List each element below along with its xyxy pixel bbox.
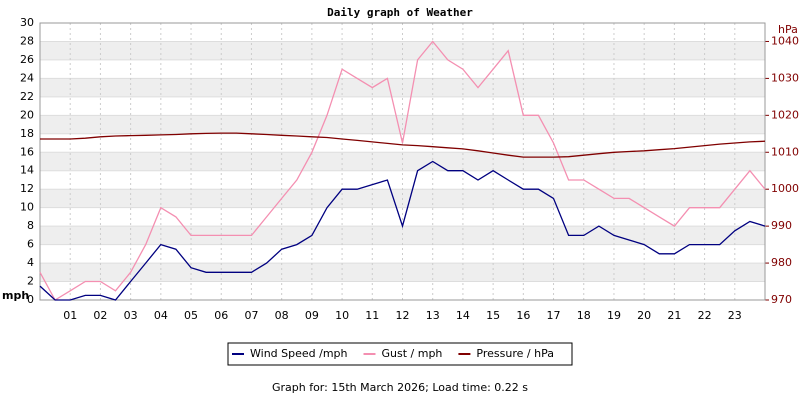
y-tick-label: 8: [27, 219, 34, 232]
y-tick-label: 0: [27, 293, 34, 306]
y-tick-label: 28: [20, 34, 34, 47]
y-axis-label: mph: [2, 289, 29, 302]
y2-tick-label: 1000: [771, 182, 799, 195]
x-tick-label: 16: [516, 309, 530, 322]
grid-band: [40, 263, 765, 282]
x-tick-label: 08: [275, 309, 289, 322]
legend-label: Pressure / hPa: [476, 347, 554, 360]
series-line: [39, 160, 766, 301]
y-tick-label: 20: [20, 108, 34, 121]
x-tick-label: 03: [124, 309, 138, 322]
x-tick-label: 02: [93, 309, 107, 322]
y-tick-label: 24: [20, 71, 34, 84]
legend-label: Gust / mph: [382, 347, 443, 360]
x-tick-label: 23: [728, 309, 742, 322]
caption: Graph for: 15th March 2026; Load time: 0…: [272, 381, 528, 394]
y-tick-label: 4: [27, 256, 34, 269]
y-tick-label: 18: [20, 127, 34, 140]
x-tick-label: 09: [305, 309, 319, 322]
grid-band: [40, 41, 765, 60]
x-tick-label: 22: [698, 309, 712, 322]
y-tick-label: 2: [27, 275, 34, 288]
y-tick-label: 12: [20, 182, 34, 195]
plot-area: [40, 22, 765, 301]
legend-label: Wind Speed /mph: [250, 347, 348, 360]
x-tick-label: 20: [637, 309, 651, 322]
y2-tick-label: 970: [771, 293, 792, 306]
series-line: [40, 132, 766, 158]
y-tick-label: 16: [20, 145, 34, 158]
y-tick-label: 6: [27, 238, 34, 251]
x-tick-label: 11: [365, 309, 379, 322]
y2-tick-label: 1030: [771, 71, 799, 84]
x-tick-label: 01: [63, 309, 77, 322]
y-tick-label: 14: [20, 164, 34, 177]
grid-band: [40, 152, 765, 171]
x-tick-label: 04: [154, 309, 168, 322]
x-tick-label: 07: [244, 309, 258, 322]
y2-tick-label: 990: [771, 219, 792, 232]
plot-border: [39, 22, 766, 301]
y-tick-label: 30: [20, 16, 34, 29]
x-tick-label: 18: [577, 309, 591, 322]
y-tick-label: 10: [20, 201, 34, 214]
legend-box: [227, 342, 573, 366]
y-tick-label: 22: [20, 90, 34, 103]
y2-tick-label: 1020: [771, 108, 799, 121]
y2-tick-label: 1010: [771, 145, 799, 158]
x-tick-label: 05: [184, 309, 198, 322]
y-tick-label: 26: [20, 53, 34, 66]
x-tick-label: 10: [335, 309, 349, 322]
x-tick-label: 21: [667, 309, 681, 322]
y2-axis-label: hPa: [778, 23, 798, 36]
x-tick-label: 13: [426, 309, 440, 322]
x-tick-label: 06: [214, 309, 228, 322]
x-tick-label: 17: [547, 309, 561, 322]
y2-tick-label: 1040: [771, 34, 799, 47]
y2-tick-label: 980: [771, 256, 792, 269]
x-tick-label: 19: [607, 309, 621, 322]
chart-title: Daily graph of Weather: [327, 6, 473, 19]
x-tick-label: 12: [396, 309, 410, 322]
x-tick-label: 14: [456, 309, 470, 322]
series-line: [39, 40, 766, 301]
x-tick-label: 15: [486, 309, 500, 322]
